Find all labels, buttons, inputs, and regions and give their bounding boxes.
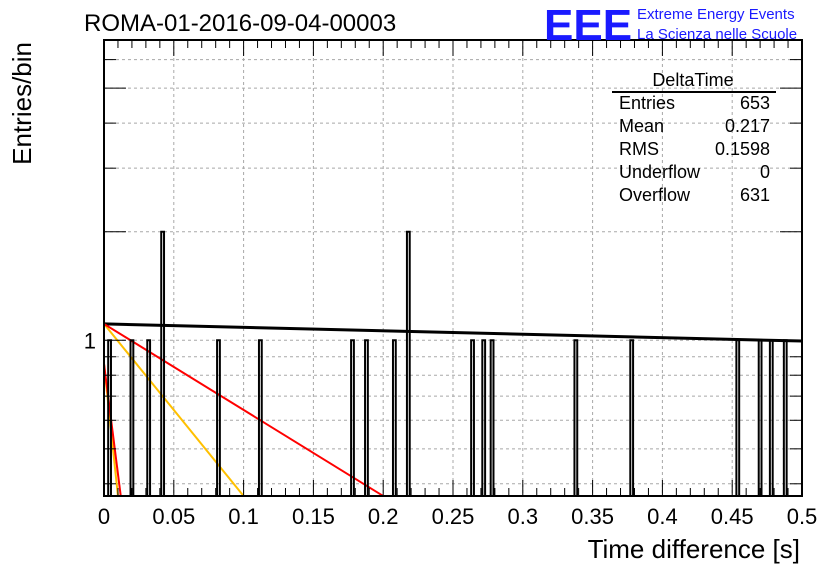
- x-tick-label: 0.45: [711, 504, 754, 529]
- fit-curve: [103, 323, 384, 497]
- stats-value-overflow: 631: [740, 185, 770, 205]
- stats-value-entries: 653: [740, 93, 770, 113]
- stats-title: DeltaTime: [652, 70, 733, 90]
- x-tick-label: 0.35: [571, 504, 614, 529]
- histogram-bin: [735, 339, 741, 496]
- logo-line-1: Extreme Energy Events: [637, 6, 795, 23]
- x-axis-label: Time difference [s]: [588, 534, 800, 564]
- x-axis-ticks: 0 0.05 0.1 0.15 0.2 0.25 0.3 0.35 0.4 0.45 0.5: [98, 40, 817, 529]
- histogram-bin: [129, 339, 135, 496]
- stats-label-underflow: Underflow: [619, 162, 701, 182]
- histogram-bin: [489, 339, 495, 496]
- logo-mark: EEE: [544, 1, 632, 50]
- fit-curve: [103, 363, 122, 497]
- stats-label-rms: RMS: [619, 139, 659, 159]
- histogram-bin: [350, 339, 355, 496]
- y-tick-label: 1: [84, 328, 96, 353]
- x-tick-label: 0.4: [647, 504, 678, 529]
- histogram-bin: [757, 339, 763, 496]
- histogram-bin: [573, 339, 579, 496]
- fit-curves: [103, 322, 803, 497]
- x-tick-label: 0.2: [368, 504, 399, 529]
- y-axis-label: Entries/bin: [7, 42, 37, 165]
- stats-label-overflow: Overflow: [619, 185, 691, 205]
- histogram-bin: [782, 339, 788, 496]
- run-title: ROMA-01-2016-09-04-00003: [84, 10, 396, 37]
- histogram-bin: [216, 339, 221, 496]
- stats-label-mean: Mean: [619, 116, 664, 136]
- histogram-bin: [481, 339, 487, 496]
- x-tick-label: 0.25: [432, 504, 475, 529]
- histogram-bin: [391, 339, 397, 496]
- histogram-bin: [405, 230, 411, 496]
- logo-line-2: La Scienza nelle Scuole: [637, 26, 797, 43]
- stats-value-mean: 0.217: [725, 116, 770, 136]
- histogram-bin: [768, 339, 774, 496]
- fit-curve: [103, 322, 803, 343]
- histogram-bin: [146, 339, 152, 496]
- histogram-bin: [257, 339, 263, 496]
- x-tick-label: 0.3: [508, 504, 539, 529]
- stats-label-entries: Entries: [619, 93, 675, 113]
- grid-lines: [104, 40, 802, 496]
- x-tick-label: 0.1: [228, 504, 259, 529]
- histogram-bins: [107, 230, 788, 496]
- stats-value-rms: 0.1598: [715, 139, 770, 159]
- y-axis-ticks: 1: [84, 59, 802, 485]
- histogram-bin: [470, 339, 475, 496]
- x-tick-label: 0.15: [292, 504, 335, 529]
- fit-curve: [103, 323, 245, 497]
- histogram-bin: [629, 339, 635, 496]
- stats-value-underflow: 0: [760, 162, 770, 182]
- eee-logo: EEE Extreme Energy Events La Scienza nel…: [544, 1, 797, 50]
- x-tick-label: 0.05: [152, 504, 195, 529]
- histogram-bin: [160, 230, 166, 496]
- histogram-bin: [364, 339, 369, 496]
- stats-box: DeltaTime Entries 653 Mean 0.217 RMS 0.1…: [612, 70, 776, 205]
- x-tick-label: 0.5: [787, 504, 818, 529]
- x-tick-label: 0: [98, 504, 110, 529]
